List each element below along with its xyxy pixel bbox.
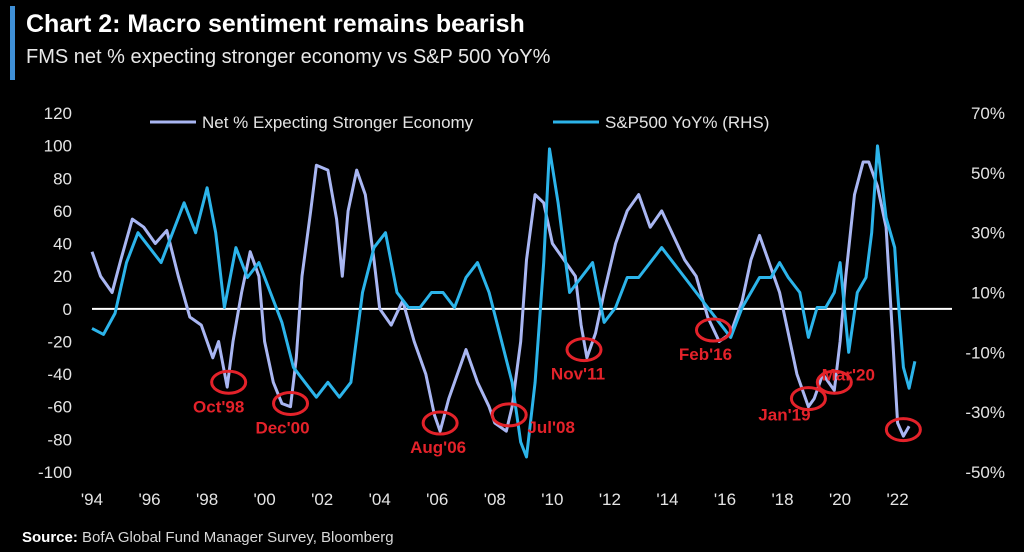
annotation-label: Jan'19 xyxy=(758,406,810,425)
annotation-label: Feb'16 xyxy=(679,345,732,364)
annotation-circle xyxy=(884,417,922,443)
x-tick-label: '96 xyxy=(138,490,160,509)
right-tick-label: 50% xyxy=(971,164,1005,183)
chart-title: Chart 2: Macro sentiment remains bearish xyxy=(26,10,525,38)
x-tick-label: '22 xyxy=(887,490,909,509)
source-note: Source: BofA Global Fund Manager Survey,… xyxy=(22,529,394,546)
x-tick-label: '08 xyxy=(484,490,506,509)
x-tick-label: '94 xyxy=(81,490,103,509)
right-axis: 70% 50% 30% 10% -10% -30% -50% xyxy=(965,104,1005,482)
x-tick-label: '12 xyxy=(599,490,621,509)
right-tick-label: 70% xyxy=(971,104,1005,123)
left-tick-label: -100 xyxy=(38,463,72,482)
left-tick-label: 100 xyxy=(44,137,72,156)
left-tick-label: 80 xyxy=(53,169,72,188)
annotation-circle xyxy=(490,402,528,428)
left-tick-label: -20 xyxy=(47,332,72,351)
right-tick-label: 30% xyxy=(971,224,1005,243)
left-tick-label: 20 xyxy=(53,267,72,286)
chart-subtitle: FMS net % expecting stronger economy vs … xyxy=(26,46,551,68)
series-line-sp500 xyxy=(91,144,917,459)
legend-label: S&P500 YoY% (RHS) xyxy=(605,113,769,132)
annotation-label: Mar'20 xyxy=(822,365,875,384)
left-axis: 120 100 80 60 40 20 0 -20 -40 -60 -80 -100 xyxy=(38,104,72,482)
annotation-circle xyxy=(272,390,310,416)
annotation-label: Nov'11 xyxy=(551,365,605,384)
left-tick-label: 120 xyxy=(44,104,72,123)
left-tick-label: -80 xyxy=(47,430,72,449)
annotation-label: Oct'98 xyxy=(193,397,244,416)
annotation-circle xyxy=(789,386,827,412)
x-tick-label: '06 xyxy=(426,490,448,509)
right-tick-label: -10% xyxy=(965,343,1005,362)
left-tick-label: -60 xyxy=(47,398,72,417)
annotation-circle xyxy=(565,337,603,363)
legend: Net % Expecting Stronger Economy S&P500 Y… xyxy=(150,113,769,132)
right-tick-label: -30% xyxy=(965,403,1005,422)
left-tick-label: -40 xyxy=(47,365,72,384)
annotation-label: Dec'00 xyxy=(255,418,309,437)
legend-label: Net % Expecting Stronger Economy xyxy=(202,113,474,132)
x-tick-label: '14 xyxy=(656,490,678,509)
right-tick-label: -50% xyxy=(965,463,1005,482)
left-tick-label: 60 xyxy=(53,202,72,221)
annotation-circle xyxy=(210,369,248,395)
x-tick-label: '10 xyxy=(541,490,563,509)
x-tick-label: '16 xyxy=(714,490,736,509)
annotation-label: Jul'08 xyxy=(527,418,575,437)
right-tick-label: 10% xyxy=(971,284,1005,303)
x-tick-label: '00 xyxy=(254,490,276,509)
annotation-circle xyxy=(421,410,459,436)
left-tick-label: 0 xyxy=(63,300,72,319)
annotation-circle xyxy=(694,317,732,343)
left-tick-label: 40 xyxy=(53,235,72,254)
x-tick-label: '18 xyxy=(771,490,793,509)
x-tick-label: '04 xyxy=(369,490,391,509)
x-tick-label: '20 xyxy=(829,490,851,509)
title-accent-bar xyxy=(10,6,15,80)
annotation-label: Aug'06 xyxy=(410,438,466,457)
x-axis: '94 '96 '98 '00 '02 '04 '06 '08 '10 '12 '14 '16 '18 '… xyxy=(81,490,909,509)
source-text: BofA Global Fund Manager Survey, Bloombe… xyxy=(77,529,394,546)
series-line-net-expecting xyxy=(90,160,911,438)
annotation-circle xyxy=(815,369,853,395)
annotations-group: Oct'98 Dec'00 Aug'06 Jul'08 Nov'11 Feb'16 Jan'… xyxy=(193,317,922,457)
source-label: Source: xyxy=(22,529,78,546)
x-tick-label: '02 xyxy=(311,490,333,509)
series-group xyxy=(90,144,917,459)
x-tick-label: '98 xyxy=(196,490,218,509)
